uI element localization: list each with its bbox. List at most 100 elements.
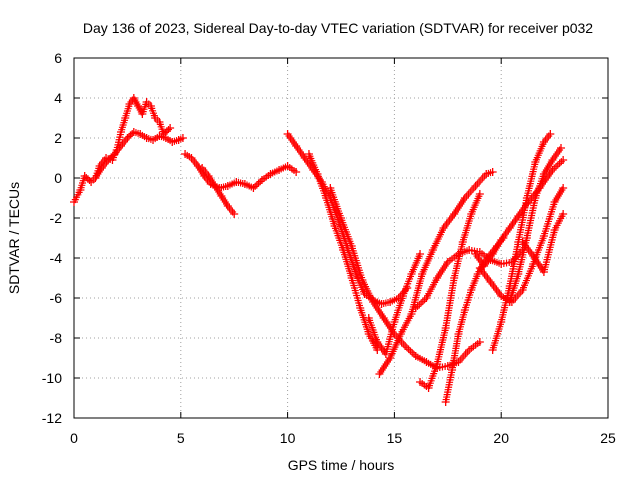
data-point	[486, 278, 495, 286]
data-series	[416, 190, 484, 392]
y-axis-label: SDTVAR / TECUs	[6, 182, 22, 294]
data-series	[364, 250, 425, 358]
data-point	[223, 202, 232, 210]
data-series	[198, 164, 239, 218]
data-point	[193, 162, 202, 170]
data-point	[550, 198, 559, 206]
data-point	[210, 182, 219, 190]
x-tick-label: 15	[387, 430, 403, 446]
data-point	[204, 172, 213, 180]
data-point	[514, 212, 523, 220]
data-point-fill	[84, 175, 92, 183]
data-point-fill	[128, 130, 136, 137]
data-point	[454, 358, 463, 366]
data-point	[217, 192, 226, 200]
data-point-fill	[127, 131, 135, 139]
data-point	[518, 238, 527, 246]
data-point	[369, 298, 378, 306]
data-point	[471, 250, 480, 258]
data-point-fill	[106, 155, 114, 162]
data-point	[116, 142, 125, 150]
data-point	[559, 156, 568, 164]
x-tick-label: 0	[70, 430, 78, 446]
data-point	[283, 130, 292, 138]
data-point	[548, 166, 557, 174]
data-point	[134, 102, 143, 110]
chart-title: Day 136 of 2023, Sidereal Day-to-day VTE…	[83, 20, 593, 36]
data-point	[488, 168, 497, 176]
data-series	[375, 168, 497, 378]
data-point	[411, 304, 420, 312]
y-tick-label: -2	[50, 210, 63, 226]
data-series	[326, 184, 484, 372]
data-point	[292, 142, 301, 150]
data-point	[488, 250, 497, 258]
data-point-fill	[251, 182, 259, 190]
data-point-fill	[125, 133, 133, 140]
data-series	[304, 150, 382, 354]
data-point	[548, 156, 557, 164]
data-point-fill	[109, 152, 117, 159]
y-tick-label: 2	[54, 130, 62, 146]
data-point	[475, 264, 484, 272]
y-tick-label: -8	[50, 330, 63, 346]
data-series	[91, 128, 187, 182]
data-point-fill	[253, 181, 261, 189]
data-point	[539, 138, 548, 146]
data-point	[300, 154, 309, 162]
data-series	[471, 156, 568, 270]
data-point	[379, 314, 388, 322]
data-point	[416, 250, 425, 258]
data-point	[375, 370, 384, 378]
x-tick-label: 5	[177, 430, 185, 446]
y-tick-label: -4	[50, 250, 63, 266]
data-point	[450, 210, 459, 218]
data-point-fill	[107, 153, 115, 161]
data-point	[178, 134, 187, 142]
data-point	[230, 210, 239, 218]
data-point	[480, 262, 489, 270]
y-tick-label: 4	[54, 90, 62, 106]
data-point	[110, 150, 119, 158]
y-tick-label: 0	[54, 170, 62, 186]
data-point	[475, 338, 484, 346]
data-point	[373, 338, 382, 346]
data-point	[471, 182, 480, 190]
data-point	[475, 190, 484, 198]
data-point	[97, 164, 106, 172]
data-point-fill	[163, 127, 171, 135]
data-point	[166, 124, 175, 132]
data-point	[529, 252, 538, 260]
data-point	[433, 274, 442, 282]
data-point	[129, 94, 138, 102]
x-axis-label: GPS time / hours	[288, 457, 395, 473]
data-series	[475, 184, 568, 306]
data-point	[292, 168, 301, 176]
x-tick-label: 25	[600, 430, 616, 446]
data-series	[518, 210, 568, 276]
y-tick-label: 6	[54, 50, 62, 66]
data-point	[559, 184, 568, 192]
data-point	[559, 210, 568, 218]
data-point	[507, 298, 516, 306]
data-point	[505, 224, 514, 232]
data-point	[522, 200, 531, 208]
x-tick-label: 20	[493, 430, 509, 446]
data-points	[70, 94, 568, 406]
data-point	[91, 174, 100, 182]
data-point	[546, 130, 555, 138]
data-point	[460, 194, 469, 202]
plot-frame	[73, 57, 609, 419]
y-tick-label: -6	[50, 290, 63, 306]
data-point	[497, 236, 506, 244]
data-point-fill	[255, 179, 263, 187]
data-point	[187, 154, 196, 162]
y-tick-label: -12	[42, 410, 62, 426]
data-point-fill	[165, 126, 173, 133]
data-point-fill	[82, 174, 90, 181]
data-point	[125, 100, 134, 108]
data-point	[557, 144, 566, 152]
data-point	[198, 164, 207, 172]
